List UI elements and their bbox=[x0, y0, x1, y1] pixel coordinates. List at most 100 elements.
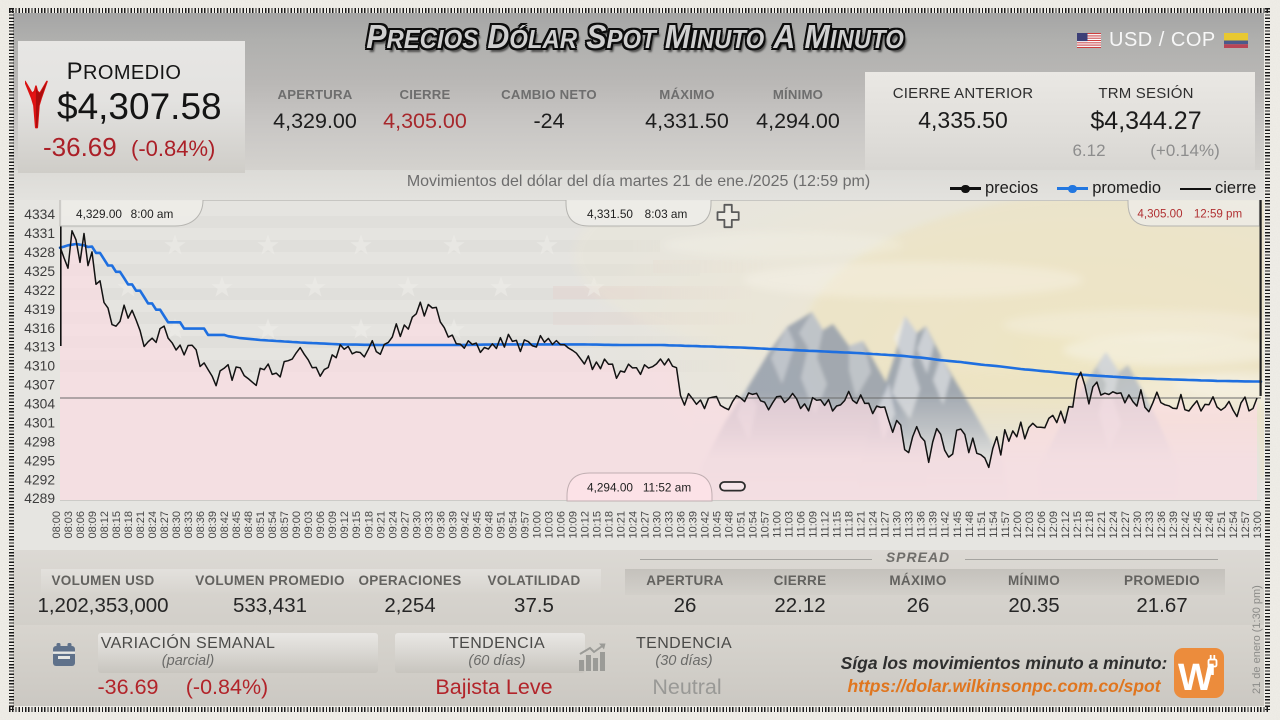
svg-text:12:27: 12:27 bbox=[1120, 511, 1132, 539]
svg-text:12:42: 12:42 bbox=[1180, 511, 1192, 539]
svg-text:10:06: 10:06 bbox=[555, 511, 567, 539]
svg-text:08:39: 08:39 bbox=[207, 511, 219, 539]
svg-text:11:24: 11:24 bbox=[868, 511, 880, 538]
svg-text:4,294.00: 4,294.00 bbox=[587, 481, 633, 495]
svg-text:09:21: 09:21 bbox=[375, 511, 387, 539]
svg-text:12:33: 12:33 bbox=[1144, 511, 1156, 539]
svg-text:12:15: 12:15 bbox=[1072, 511, 1084, 539]
svg-text:11:09: 11:09 bbox=[808, 511, 820, 538]
svg-text:12:18: 12:18 bbox=[1084, 511, 1096, 539]
svg-text:12:30: 12:30 bbox=[1132, 511, 1144, 539]
svg-text:4292: 4292 bbox=[24, 472, 55, 487]
svg-text:12:00: 12:00 bbox=[1012, 511, 1024, 539]
svg-text:11:27: 11:27 bbox=[880, 511, 892, 538]
svg-text:11:03: 11:03 bbox=[784, 511, 796, 538]
svg-text:10:45: 10:45 bbox=[712, 511, 724, 539]
svg-text:09:15: 09:15 bbox=[351, 511, 363, 539]
svg-text:10:12: 10:12 bbox=[579, 511, 591, 539]
svg-text:08:00: 08:00 bbox=[51, 511, 63, 539]
svg-text:09:12: 09:12 bbox=[339, 511, 351, 539]
svg-text:08:15: 08:15 bbox=[111, 511, 123, 539]
svg-text:09:00: 09:00 bbox=[291, 511, 303, 539]
svg-text:12:54: 12:54 bbox=[1228, 511, 1240, 539]
svg-text:11:45: 11:45 bbox=[952, 511, 964, 538]
svg-text:8:00 am: 8:00 am bbox=[131, 207, 174, 221]
svg-text:4331: 4331 bbox=[24, 226, 55, 241]
svg-text:13:00: 13:00 bbox=[1252, 511, 1264, 539]
svg-text:08:33: 08:33 bbox=[183, 511, 195, 539]
svg-text:10:18: 10:18 bbox=[604, 511, 616, 539]
svg-text:09:09: 09:09 bbox=[327, 511, 339, 539]
svg-text:11:51: 11:51 bbox=[976, 511, 988, 538]
svg-text:08:42: 08:42 bbox=[219, 511, 231, 539]
svg-text:09:03: 09:03 bbox=[303, 511, 315, 539]
svg-text:12:36: 12:36 bbox=[1156, 511, 1168, 539]
svg-text:11:21: 11:21 bbox=[856, 511, 868, 538]
svg-text:4295: 4295 bbox=[24, 453, 55, 468]
svg-text:10:54: 10:54 bbox=[748, 511, 760, 539]
svg-text:12:48: 12:48 bbox=[1204, 511, 1216, 539]
svg-text:09:06: 09:06 bbox=[315, 511, 327, 539]
svg-text:08:24: 08:24 bbox=[147, 511, 159, 539]
svg-text:12:12: 12:12 bbox=[1060, 511, 1072, 539]
svg-text:4289: 4289 bbox=[24, 491, 55, 506]
svg-text:09:18: 09:18 bbox=[363, 511, 375, 539]
svg-text:08:21: 08:21 bbox=[135, 511, 147, 539]
svg-text:10:00: 10:00 bbox=[531, 511, 543, 539]
svg-text:09:54: 09:54 bbox=[507, 511, 519, 539]
svg-text:10:48: 10:48 bbox=[724, 511, 736, 539]
svg-text:12:59 pm: 12:59 pm bbox=[1194, 208, 1242, 221]
svg-text:12:03: 12:03 bbox=[1024, 511, 1036, 539]
svg-text:08:18: 08:18 bbox=[123, 511, 135, 539]
svg-text:10:39: 10:39 bbox=[688, 511, 700, 539]
svg-text:10:33: 10:33 bbox=[664, 511, 676, 539]
svg-text:09:36: 09:36 bbox=[435, 511, 447, 539]
svg-text:10:42: 10:42 bbox=[700, 511, 712, 539]
svg-text:09:48: 09:48 bbox=[483, 511, 495, 539]
svg-text:10:57: 10:57 bbox=[760, 511, 772, 539]
svg-text:12:39: 12:39 bbox=[1168, 511, 1180, 539]
svg-text:08:54: 08:54 bbox=[267, 511, 279, 539]
svg-text:10:21: 10:21 bbox=[616, 511, 628, 539]
svg-text:09:24: 09:24 bbox=[387, 511, 399, 539]
svg-text:4,331.50: 4,331.50 bbox=[587, 207, 633, 221]
svg-text:11:12: 11:12 bbox=[820, 511, 832, 538]
svg-text:11:48: 11:48 bbox=[964, 511, 976, 538]
svg-text:09:33: 09:33 bbox=[423, 511, 435, 539]
svg-text:10:51: 10:51 bbox=[736, 511, 748, 539]
svg-text:10:15: 10:15 bbox=[592, 511, 604, 539]
svg-text:4325: 4325 bbox=[24, 264, 55, 279]
svg-text:10:09: 10:09 bbox=[567, 511, 579, 539]
svg-text:11:42: 11:42 bbox=[940, 511, 952, 538]
svg-text:09:51: 09:51 bbox=[495, 511, 507, 539]
svg-text:08:30: 08:30 bbox=[171, 511, 183, 539]
svg-text:11:30: 11:30 bbox=[892, 511, 904, 538]
svg-text:12:24: 12:24 bbox=[1108, 511, 1120, 539]
svg-text:11:00: 11:00 bbox=[772, 511, 784, 538]
svg-text:08:57: 08:57 bbox=[279, 511, 291, 539]
svg-text:08:09: 08:09 bbox=[87, 511, 99, 539]
svg-text:11:57: 11:57 bbox=[1000, 511, 1012, 538]
svg-text:4319: 4319 bbox=[24, 302, 55, 317]
svg-text:10:30: 10:30 bbox=[652, 511, 664, 539]
svg-text:4,329.00: 4,329.00 bbox=[76, 207, 122, 221]
svg-text:4313: 4313 bbox=[24, 340, 55, 355]
svg-text:08:03: 08:03 bbox=[63, 511, 75, 539]
svg-text:10:36: 10:36 bbox=[676, 511, 688, 539]
svg-text:4,305.00: 4,305.00 bbox=[1137, 208, 1182, 221]
svg-text:4304: 4304 bbox=[24, 397, 55, 412]
svg-text:10:24: 10:24 bbox=[628, 511, 640, 539]
svg-text:12:57: 12:57 bbox=[1240, 511, 1252, 539]
svg-text:09:45: 09:45 bbox=[471, 511, 483, 539]
svg-text:4328: 4328 bbox=[24, 245, 55, 260]
svg-text:11:52 am: 11:52 am bbox=[643, 481, 691, 495]
svg-text:4334: 4334 bbox=[24, 207, 55, 222]
svg-text:4307: 4307 bbox=[24, 378, 55, 393]
svg-text:4301: 4301 bbox=[24, 416, 55, 431]
svg-text:12:45: 12:45 bbox=[1192, 511, 1204, 539]
svg-text:08:12: 08:12 bbox=[99, 511, 111, 539]
svg-text:11:18: 11:18 bbox=[844, 511, 856, 538]
svg-text:08:48: 08:48 bbox=[243, 511, 255, 539]
svg-text:09:27: 09:27 bbox=[399, 511, 411, 539]
svg-text:4298: 4298 bbox=[24, 434, 55, 449]
